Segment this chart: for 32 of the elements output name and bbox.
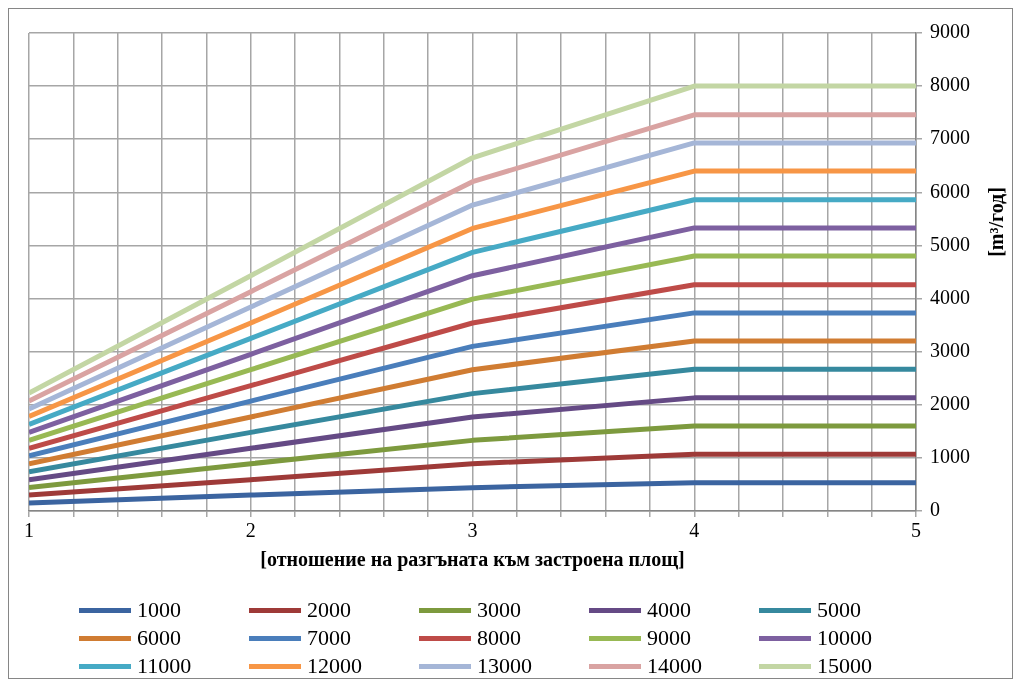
x-tick-label: 3 <box>467 519 478 542</box>
legend-label: 9000 <box>647 625 691 651</box>
legend-label: 15000 <box>817 653 872 679</box>
legend-label: 12000 <box>307 653 362 679</box>
x-axis-title: [отношение на разгъната към застроена площ] <box>260 548 685 572</box>
legend-label: 4000 <box>647 597 691 623</box>
y-tick-label: 3000 <box>930 338 970 361</box>
y-tick-label: 5000 <box>930 232 970 255</box>
y-tick-label: 4000 <box>930 285 970 308</box>
legend-label: 8000 <box>477 625 521 651</box>
legend-label: 11000 <box>137 653 192 679</box>
legend-label: 7000 <box>307 625 351 651</box>
legend-label: 5000 <box>817 597 861 623</box>
x-tick-label: 4 <box>689 519 700 542</box>
y-axis-title: [m³/год] <box>985 187 1008 257</box>
y-tick-label: 8000 <box>930 73 970 96</box>
x-tick-label: 1 <box>24 519 34 542</box>
legend-label: 1000 <box>137 597 181 623</box>
y-tick-label: 9000 <box>930 20 970 43</box>
y-tick-label: 7000 <box>930 126 970 149</box>
legend-label: 3000 <box>477 597 521 623</box>
legend-label: 2000 <box>307 597 351 623</box>
y-tick-label: 0 <box>930 498 940 521</box>
legend-label: 6000 <box>137 625 181 651</box>
x-tick-label: 5 <box>911 519 921 542</box>
legend-label: 13000 <box>477 653 532 679</box>
x-tick-label: 2 <box>245 519 256 542</box>
legend-label: 10000 <box>817 625 872 651</box>
y-tick-label: 1000 <box>930 445 970 468</box>
legend-label: 14000 <box>647 653 702 679</box>
y-tick-label: 6000 <box>930 179 970 202</box>
y-tick-label: 2000 <box>930 392 970 415</box>
